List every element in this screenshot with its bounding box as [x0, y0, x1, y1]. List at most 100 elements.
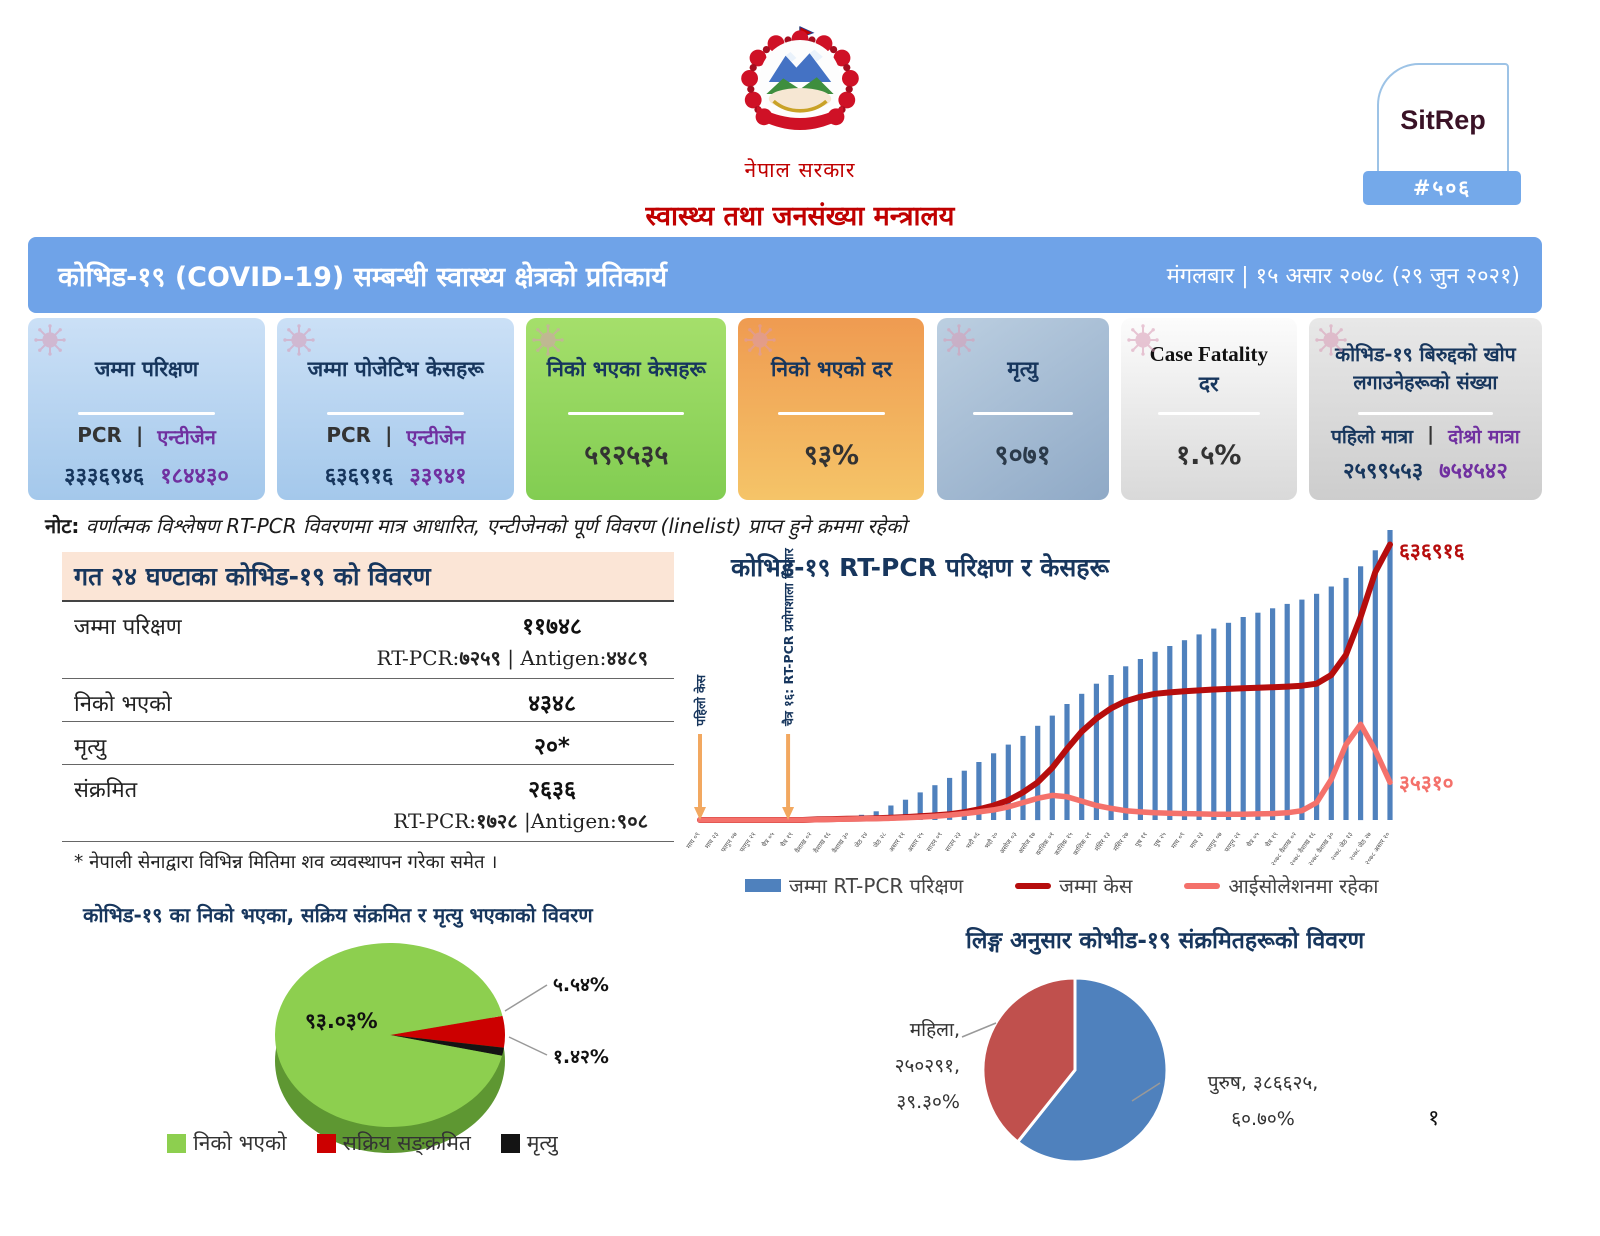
pcr-label: PCR	[77, 423, 122, 447]
legend-item: जम्मा RT-PCR परिक्षण	[745, 872, 963, 899]
virus-icon	[282, 323, 316, 357]
sitrep-badge-body: SitRep	[1377, 63, 1509, 177]
antigen-value: ३३९४१	[409, 464, 467, 489]
x-tick-label: असोज ०३	[998, 831, 1019, 856]
x-tick-label: फागुन २१	[738, 831, 758, 854]
rtpcr-bar	[1328, 586, 1334, 820]
rtpcr-bar	[1064, 704, 1070, 820]
nepal-government-emblem-icon	[712, 22, 888, 154]
x-tick-label: पुष २५	[1152, 830, 1168, 848]
rtpcr-bar	[1387, 530, 1393, 820]
note-text: वर्णात्मक विश्लेषण RT-PCR विवरणमा मात्र …	[85, 514, 907, 538]
rtpcr-bar	[1358, 566, 1364, 821]
rtpcr-bar	[1372, 550, 1378, 820]
x-tick-label: चैत्र ०५	[760, 830, 776, 849]
pie-top	[275, 943, 506, 1128]
card-title: निको भएका केसहरू	[546, 356, 706, 381]
sitrep-number: #५०६	[1363, 171, 1521, 205]
card-value: ९३%	[803, 440, 860, 471]
card-title-en: Case Fatality	[1149, 341, 1268, 366]
rtpcr-bar	[1093, 683, 1099, 820]
rtpcr-bar	[961, 770, 967, 820]
pie-top	[981, 976, 1169, 1164]
x-tick-label: असार ११	[887, 831, 906, 854]
table-row-label: निको भएको	[74, 692, 172, 717]
active-pct-label: ५.५४%	[553, 974, 609, 996]
leader-line	[504, 984, 548, 1012]
legend-item: मृत्यु	[500, 1129, 558, 1157]
legend-label: मृत्यु	[526, 1131, 558, 1155]
x-tick-label: असार २५	[906, 830, 926, 854]
rtpcr-bar	[1211, 628, 1217, 820]
male-slice-label: पुरुष, ३८६६२५, ६०.७०%	[1207, 1072, 1319, 1131]
x-tick-label: वैशाख ३०	[831, 831, 851, 855]
female-slice	[981, 976, 1077, 1145]
legend-swatch	[1184, 882, 1221, 889]
x-tick-label: कात्तिक २९	[1071, 831, 1093, 857]
virus-icon	[942, 323, 976, 357]
isolation-end-label: ३५३१०	[1399, 771, 1454, 795]
virus-icon	[1314, 323, 1348, 357]
sitrep-badge: SitRep #५०६	[1363, 55, 1523, 207]
female-slice-label: महिला, २५०२९१, ३९.३०%	[894, 1019, 960, 1114]
outcome-pie-svg	[275, 943, 548, 1153]
table-row-value: २६३६	[528, 777, 576, 803]
card-value: ९०७१	[994, 440, 1051, 471]
table-row-label: मृत्यु	[74, 735, 107, 760]
card-case-fatality: Case Fatality दर १.५%	[1120, 318, 1297, 500]
active-slice	[390, 1015, 506, 1048]
table-row-value: ४३४८	[528, 691, 576, 717]
combo-chart-svg: माघ ०९ माघ २३ फागुन ०७ फागुन २१ चैत्र ०५ चैत्…	[685, 530, 1465, 867]
x-tick-label: फागुन ०७	[1204, 830, 1224, 854]
card-title: मृत्यु	[1007, 356, 1039, 381]
rtpcr-bar	[1005, 744, 1011, 820]
page-number: १	[1428, 1106, 1440, 1131]
pcr-label: PCR	[326, 423, 372, 447]
virus-icon	[743, 323, 777, 357]
table-row-subvalues: RT-PCR:७२५९ | Antigen:४४८९	[376, 646, 648, 670]
x-tick-label: चैत्र १९	[1264, 831, 1280, 849]
virus-icon	[33, 323, 67, 357]
divider	[568, 412, 685, 415]
x-tick-label: वैशाख १६	[812, 830, 833, 855]
leader-line	[508, 1036, 548, 1056]
table-body: जम्मा परिक्षण ११७४८ RT-PCR:७२५९ | Antigen:…	[62, 602, 674, 841]
report-title-banner: कोभिड-१९ (COVID-19) सम्बन्धी स्वास्थ्य क…	[28, 237, 1542, 313]
outcome-pie-title: कोभिड-१९ का निको भएका, सक्रिय संक्रमित र…	[83, 903, 593, 927]
card-total-positive: जम्मा पोजेटिभ केसहरू PCR | एन्टीजेन ६३६९…	[277, 318, 515, 500]
rtpcr-bar	[932, 785, 938, 820]
x-tick-label: फागुन २१	[1223, 831, 1243, 854]
pcr-value: ३३३६९४६	[64, 464, 145, 489]
recovered-pct-label: ९३.०३%	[305, 1009, 378, 1033]
table-row-value: २०*	[534, 734, 570, 760]
government-name: नेपाल सरकार	[744, 158, 856, 182]
legend-swatch	[500, 1133, 520, 1153]
note-line: नोट: वर्णात्मक विश्लेषण RT-PCR विवरणमा म…	[45, 512, 907, 539]
wheat-garland	[772, 99, 828, 113]
rtpcr-bar	[1225, 622, 1232, 820]
antigen-label: एन्टीजेन	[157, 425, 216, 449]
rtpcr-bar	[947, 777, 953, 820]
rtpcr-bar	[1284, 603, 1290, 820]
rtpcr-cases-chart: माघ ०९ माघ २३ फागुन ०७ फागुन २१ चैत्र ०५ चैत्…	[685, 520, 1565, 870]
series-line	[697, 721, 1393, 823]
rtpcr-bar	[902, 799, 909, 820]
x-tick-label: मंसिर १३	[1093, 831, 1112, 853]
rtpcr-bar	[1240, 617, 1246, 820]
rtpcr-bar	[888, 805, 894, 820]
table-row: मृत्यु २०*	[62, 721, 674, 764]
gender-pie-section: लिङ्ग अनुसार कोभीड-१९ संक्रमितहरूको विवर…	[870, 915, 1460, 1220]
table-row: संक्रमित २६३६	[62, 764, 674, 807]
x-tick-label: साउन २३	[944, 831, 963, 854]
divider	[972, 412, 1073, 415]
card-recovery-rate: निको भएको दर ९३%	[738, 318, 925, 500]
virus-icon	[531, 323, 565, 357]
deaths-slice	[390, 1035, 504, 1056]
annotation-text: पहिलो केस	[693, 674, 708, 727]
antigen-value: १८४४३०	[160, 464, 229, 489]
gender-pie-title: लिङ्ग अनुसार कोभीड-१९ संक्रमितहरूको विवर…	[965, 928, 1365, 954]
ribbon	[756, 106, 844, 130]
x-tick-label: पुष ११	[1133, 831, 1149, 849]
legend-label: जम्मा केस	[1059, 874, 1133, 898]
